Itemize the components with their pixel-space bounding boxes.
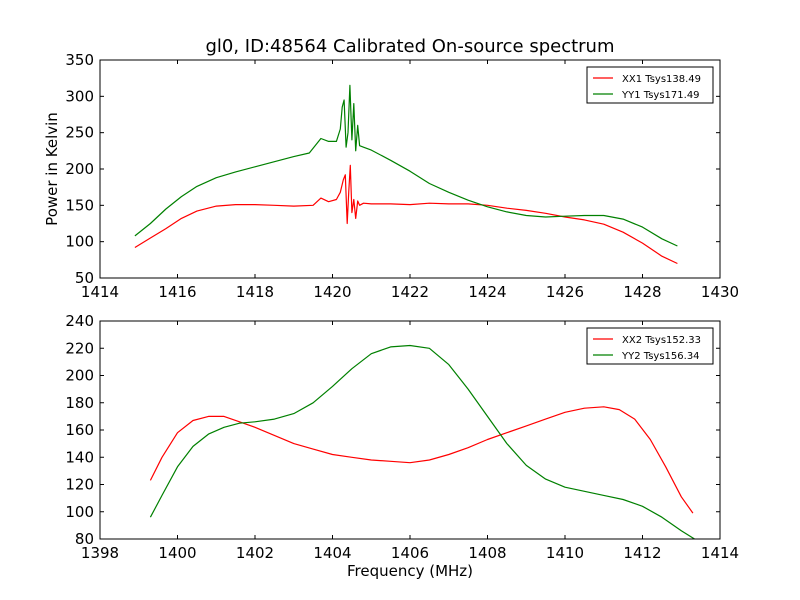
y-tick-label: 300 bbox=[65, 87, 94, 105]
x-tick-label: 1426 bbox=[546, 283, 584, 301]
series-line-xx1 bbox=[134, 164, 678, 265]
bottom-panel-xx2-yy2: 1398 1400 1402 1404 1406 1408 1410 1412 1414 80 10… bbox=[65, 312, 739, 580]
y-axis-label: Power in Kelvin bbox=[43, 112, 61, 226]
y-tick-label: 180 bbox=[65, 394, 94, 412]
x-tick-label: 1398 bbox=[81, 544, 119, 562]
y-tick-label: 80 bbox=[75, 530, 94, 548]
legend: XX2 Tsys152.33 YY2 Tsys156.34 bbox=[586, 327, 714, 365]
legend-label: XX1 Tsys138.49 bbox=[622, 74, 701, 85]
y-tick-label: 50 bbox=[75, 269, 94, 287]
series-line-xx2 bbox=[149, 406, 694, 514]
x-tick-label: 1418 bbox=[236, 283, 274, 301]
y-tick-label: 160 bbox=[65, 421, 94, 439]
x-tick-label: 1402 bbox=[236, 544, 274, 562]
y-tick-label: 240 bbox=[65, 312, 94, 330]
x-tick-label: 1406 bbox=[391, 544, 429, 562]
y-tick-label: 350 bbox=[65, 51, 94, 69]
y-tick-label: 100 bbox=[65, 503, 94, 521]
series-line-yy1 bbox=[134, 84, 678, 247]
y-tick-label: 200 bbox=[65, 160, 94, 178]
legend: XX1 Tsys138.49 YY1 Tsys171.49 bbox=[586, 66, 714, 104]
top-panel-xx1-yy1: 1414 1416 1418 1420 1422 1424 1426 1428 1430 50 10… bbox=[43, 51, 739, 301]
legend-label: YY2 Tsys156.34 bbox=[621, 351, 700, 362]
x-tick-label: 1428 bbox=[623, 283, 661, 301]
x-tick-label: 1408 bbox=[468, 544, 506, 562]
y-tick-label: 140 bbox=[65, 448, 94, 466]
y-tick-label: 220 bbox=[65, 339, 94, 357]
x-tick-label: 1422 bbox=[391, 283, 429, 301]
x-tick-label: 1410 bbox=[546, 544, 584, 562]
y-tick-label: 250 bbox=[65, 124, 94, 142]
series-line-yy2 bbox=[149, 344, 696, 539]
y-tick-label: 150 bbox=[65, 196, 94, 214]
legend-label: YY1 Tsys171.49 bbox=[621, 90, 700, 101]
x-tick-label: 1430 bbox=[701, 283, 739, 301]
x-tick-label: 1420 bbox=[313, 283, 351, 301]
x-tick-label: 1404 bbox=[313, 544, 351, 562]
y-tick-label: 200 bbox=[65, 367, 94, 385]
x-tick-label: 1414 bbox=[81, 283, 119, 301]
x-tick-label: 1414 bbox=[701, 544, 739, 562]
x-axis-label: Frequency (MHz) bbox=[347, 562, 473, 580]
x-tick-label: 1400 bbox=[158, 544, 196, 562]
x-tick-label: 1412 bbox=[623, 544, 661, 562]
figure-title: gl0, ID:48564 Calibrated On-source spect… bbox=[205, 36, 614, 57]
legend-label: XX2 Tsys152.33 bbox=[622, 335, 701, 346]
x-tick-label: 1424 bbox=[468, 283, 506, 301]
y-tick-label: 120 bbox=[65, 476, 94, 494]
y-tick-label: 100 bbox=[65, 233, 94, 251]
x-tick-label: 1416 bbox=[158, 283, 196, 301]
